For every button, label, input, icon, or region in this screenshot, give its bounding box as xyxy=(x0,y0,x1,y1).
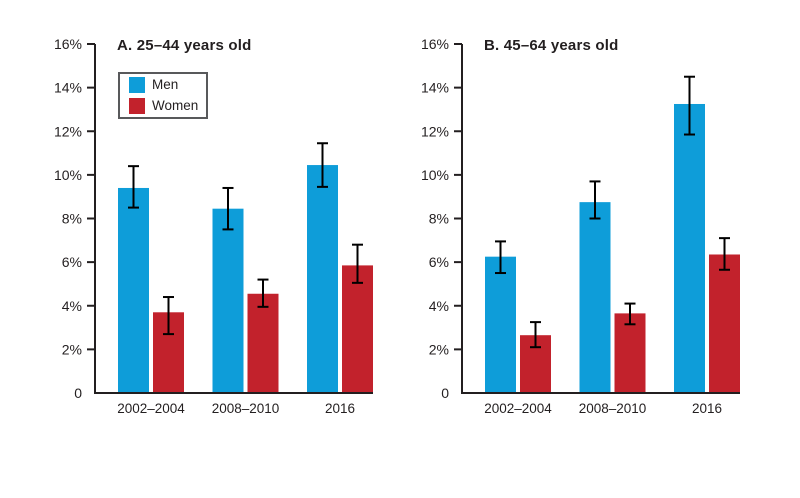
bar-women-2 xyxy=(709,254,740,393)
bar-men-2 xyxy=(307,165,338,393)
y-tick-label-1: 2% xyxy=(62,341,82,357)
y-tick-label-4: 8% xyxy=(429,211,449,227)
bar-women-2 xyxy=(342,265,373,393)
two-panel-bar-chart-figure: A. 25–44 years old Men Women 2002–2004 20… xyxy=(40,10,740,440)
y-tick-label-3: 6% xyxy=(62,254,82,270)
x-tick-label-0: 2002–2004 xyxy=(484,401,552,416)
y-tick-label-4: 8% xyxy=(62,211,82,227)
chart-svg-1: 2002–2004 2008–2010 2016 0 2% 4% 6% 8% 10% 12% 14%… xyxy=(421,36,740,416)
bar-men-0 xyxy=(118,187,149,393)
women-swatch-icon xyxy=(129,98,145,114)
legend-item-men: Men xyxy=(129,77,206,93)
panel-b: B. 45–64 years old 2002–2004 2008–2010 201… xyxy=(407,10,774,440)
panel-a-title: A. 25–44 years old xyxy=(117,37,252,54)
y-tick-label-6: 12% xyxy=(54,123,82,139)
bar-men-2 xyxy=(674,103,705,393)
y-tick-label-5: 10% xyxy=(54,167,82,183)
x-tick-label-0: 2002–2004 xyxy=(117,401,185,416)
legend: Men Women xyxy=(118,72,208,119)
x-tick-label-2: 2016 xyxy=(692,401,722,416)
y-tick-label-7: 14% xyxy=(54,80,82,96)
bar-men-0 xyxy=(485,256,516,393)
bar-women-1 xyxy=(614,313,646,393)
bar-men-1 xyxy=(212,208,244,393)
x-tick-label-1: 2008–2010 xyxy=(579,401,647,416)
y-tick-label-6: 12% xyxy=(421,123,449,139)
y-tick-label-8: 16% xyxy=(421,36,449,52)
chart-svg-0: 2002–2004 2008–2010 2016 0 2% 4% 6% 8% 10% 12% 14%… xyxy=(54,36,373,416)
legend-item-women: Women xyxy=(129,98,206,114)
y-tick-label-7: 14% xyxy=(421,80,449,96)
panel-a: A. 25–44 years old Men Women 2002–2004 20… xyxy=(40,10,407,440)
y-tick-label-5: 10% xyxy=(421,167,449,183)
y-tick-label-2: 4% xyxy=(62,298,82,314)
y-tick-label-1: 2% xyxy=(429,341,449,357)
bar-women-1 xyxy=(247,293,279,393)
legend-label-men: Men xyxy=(152,77,179,92)
y-tick-label-2: 4% xyxy=(429,298,449,314)
y-tick-label-3: 6% xyxy=(429,254,449,270)
bar-men-1 xyxy=(579,202,611,393)
x-tick-label-2: 2016 xyxy=(325,401,355,416)
y-tick-label-0: 0 xyxy=(441,385,449,401)
legend-label-women: Women xyxy=(152,98,199,113)
panel-b-title: B. 45–64 years old xyxy=(484,37,619,54)
y-tick-label-8: 16% xyxy=(54,36,82,52)
men-swatch-icon xyxy=(129,77,145,93)
x-tick-label-1: 2008–2010 xyxy=(212,401,280,416)
y-tick-label-0: 0 xyxy=(74,385,82,401)
